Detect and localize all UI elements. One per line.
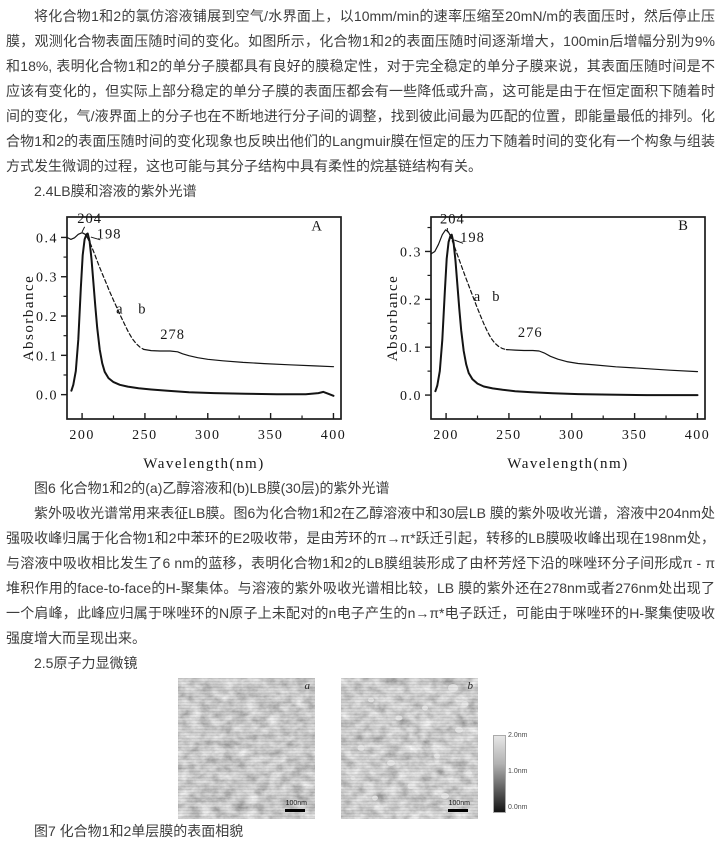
svg-text:0.2: 0.2: [36, 310, 58, 325]
paragraph-film-stability: 将化合物1和2的氯仿溶液铺展到空气/水界面上，以10mm/min的速率压缩至20…: [6, 8, 715, 174]
svg-text:0.1: 0.1: [400, 341, 422, 356]
svg-text:A: A: [311, 218, 322, 234]
paper-page: { "page": { "background": "#ffffff", "te…: [0, 8, 721, 839]
svg-text:0.3: 0.3: [400, 245, 422, 260]
svg-text:Absorbance: Absorbance: [21, 275, 37, 362]
svg-text:400: 400: [321, 428, 347, 443]
svg-text:350: 350: [258, 428, 284, 443]
afm-texture-a: [178, 678, 315, 819]
figure7-caption: 图7 化合物1和2单层膜的表面相貌: [34, 823, 244, 839]
afm-image-b-scalebar: [448, 809, 468, 812]
afm-colorbar-label-0nm: 0.0nm: [508, 804, 528, 811]
afm-colorbar-label-2nm: 2.0nm: [508, 732, 528, 739]
svg-text:250: 250: [132, 428, 158, 443]
uv-chart-svg: 200 250 300 350 400 0.0 0.1 0.2 0.3 0.4 Wavelength…: [21, 211, 347, 472]
section-heading-2-5: 2.5原子力显微镜: [34, 655, 138, 671]
svg-text:0.2: 0.2: [400, 293, 422, 308]
svg-text:300: 300: [559, 428, 585, 443]
svg-text:a: a: [474, 289, 481, 305]
figure6-caption: 图6 化合物1和2的(a)乙醇溶液和(b)LB膜(30层)的紫外光谱: [34, 480, 390, 496]
svg-text:198: 198: [460, 230, 485, 246]
svg-text:0.4: 0.4: [36, 231, 58, 246]
svg-text:198: 198: [97, 227, 122, 243]
uv-spectrum-chart-A: 200 250 300 350 400 0.0 0.1 0.2 0.3 0.4 Wavelength…: [20, 204, 352, 476]
svg-text:a: a: [116, 302, 123, 318]
uv-chart-svg: 200 250 300 350 400 0.0 0.1 0.2 0.3 Wavelength(nm…: [385, 212, 711, 472]
svg-text:200: 200: [69, 428, 95, 443]
svg-text:b: b: [138, 302, 146, 318]
svg-text:Wavelength(nm): Wavelength(nm): [143, 456, 264, 472]
afm-image-a-label: a: [304, 680, 311, 692]
afm-height-colorbar: 2.0nm 1.0nm 0.0nm: [493, 678, 543, 819]
afm-image-b-label: b: [467, 680, 474, 692]
svg-text:204: 204: [440, 212, 465, 228]
svg-text:0.0: 0.0: [36, 389, 58, 404]
svg-text:0.3: 0.3: [36, 271, 58, 286]
svg-text:400: 400: [685, 428, 711, 443]
section-heading-2-4: 2.4LB膜和溶液的紫外光谱: [34, 183, 197, 199]
svg-text:300: 300: [195, 428, 221, 443]
afm-image-a: a 100nm: [178, 678, 315, 819]
svg-text:200: 200: [433, 428, 459, 443]
paragraph-uv-analysis: 紫外吸收光谱常用来表征LB膜。图6为化合物1和2在乙醇溶液中和30层LB 膜的紫…: [6, 505, 715, 646]
afm-image-b-scalebar-label: 100nm: [448, 800, 470, 807]
svg-text:Absorbance: Absorbance: [385, 275, 401, 362]
afm-image-b: b 100nm: [341, 678, 478, 819]
figure7-afm-images: a 100nm: [0, 678, 721, 819]
svg-text:B: B: [678, 218, 689, 234]
svg-text:b: b: [492, 289, 500, 305]
svg-text:204: 204: [77, 211, 102, 227]
afm-colorbar-label-1nm: 1.0nm: [508, 768, 528, 775]
afm-colorbar-gradient: [493, 735, 506, 813]
svg-text:Wavelength(nm): Wavelength(nm): [507, 456, 628, 472]
svg-text:276: 276: [518, 325, 543, 341]
afm-image-a-scalebar-label: 100nm: [285, 800, 307, 807]
svg-text:0.0: 0.0: [400, 389, 422, 404]
svg-text:350: 350: [622, 428, 648, 443]
afm-texture-b: [341, 678, 478, 819]
uv-spectrum-chart-B: 200 250 300 350 400 0.0 0.1 0.2 0.3 Wavelength(nm…: [384, 204, 716, 476]
afm-bright-domains: [350, 684, 472, 801]
svg-text:250: 250: [496, 428, 522, 443]
svg-text:278: 278: [160, 327, 185, 343]
figure6-charts: 200 250 300 350 400 0.0 0.1 0.2 0.3 0.4 Wavelength…: [0, 204, 721, 476]
svg-text:0.1: 0.1: [36, 349, 58, 364]
afm-image-a-scalebar: [285, 809, 305, 812]
